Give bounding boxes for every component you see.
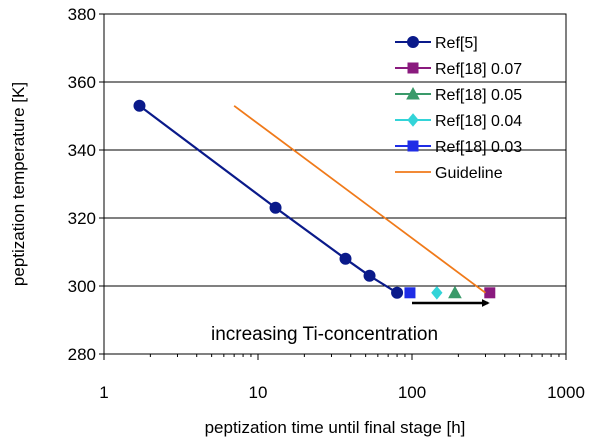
- series-line-guideline: [233, 105, 487, 294]
- data-point-ref-5-0: [133, 99, 146, 112]
- x-tick-label-1000: 1000: [547, 383, 585, 402]
- x-tick-label-10: 10: [249, 383, 268, 402]
- data-point-ref-5-2: [339, 252, 352, 265]
- data-point-ref-18-0-03-0: [404, 287, 416, 299]
- gridlines: [104, 81, 566, 287]
- data-point-ref-18-0-04-0: [431, 286, 443, 300]
- legend: Ref[5] Ref[18] 0.07 Ref[18] 0.05 Ref[18] 0.…: [395, 35, 522, 182]
- annotation-text: increasing Ti-concentration: [211, 324, 438, 345]
- plot-area: [103, 13, 567, 355]
- legend-marker-ref-18-0-05: [406, 86, 420, 100]
- legend-label-ref-18-0-07: Ref[18] 0.07: [435, 61, 522, 78]
- series: [133, 99, 496, 300]
- data-point-ref-5-4: [391, 286, 404, 299]
- x-axis-label: peptization time until final stage [h]: [205, 418, 466, 437]
- data-point-ref-18-0-07-0: [484, 287, 496, 299]
- data-point-ref-18-0-05-0: [448, 285, 462, 299]
- data-point-ref-5-1: [269, 201, 282, 214]
- legend-marker-ref-18-0-03: [407, 140, 419, 152]
- y-axis-label: peptization temperature [K]: [9, 82, 28, 286]
- legend-marker-ref-18-0-04: [407, 113, 419, 127]
- x-axis-ticks: 1 10 100 1000: [99, 354, 585, 402]
- data-point-ref-5-3: [363, 269, 376, 282]
- y-tick-label-360: 360: [68, 73, 96, 92]
- legend-label-ref-18-0-05: Ref[18] 0.05: [435, 87, 522, 104]
- y-tick-label-340: 340: [68, 141, 96, 160]
- legend-marker-ref-18-0-07: [407, 62, 419, 74]
- annotations: increasing Ti-concentration: [211, 299, 490, 345]
- y-tick-label-300: 300: [68, 277, 96, 296]
- legend-label-ref-5: Ref[5]: [435, 35, 478, 52]
- y-axis-ticks: 280 300 320 340 360 380: [68, 5, 104, 364]
- legend-label-ref-18-0-04: Ref[18] 0.04: [435, 113, 522, 130]
- legend-marker-ref-5: [407, 36, 419, 48]
- legend-label-ref-18-0-03: Ref[18] 0.03: [435, 139, 522, 156]
- y-tick-label-280: 280: [68, 345, 96, 364]
- y-tick-label-320: 320: [68, 209, 96, 228]
- y-tick-label-380: 380: [68, 5, 96, 24]
- legend-label-guideline: Guideline: [435, 165, 503, 182]
- x-tick-label-1: 1: [99, 383, 108, 402]
- x-tick-label-100: 100: [398, 383, 426, 402]
